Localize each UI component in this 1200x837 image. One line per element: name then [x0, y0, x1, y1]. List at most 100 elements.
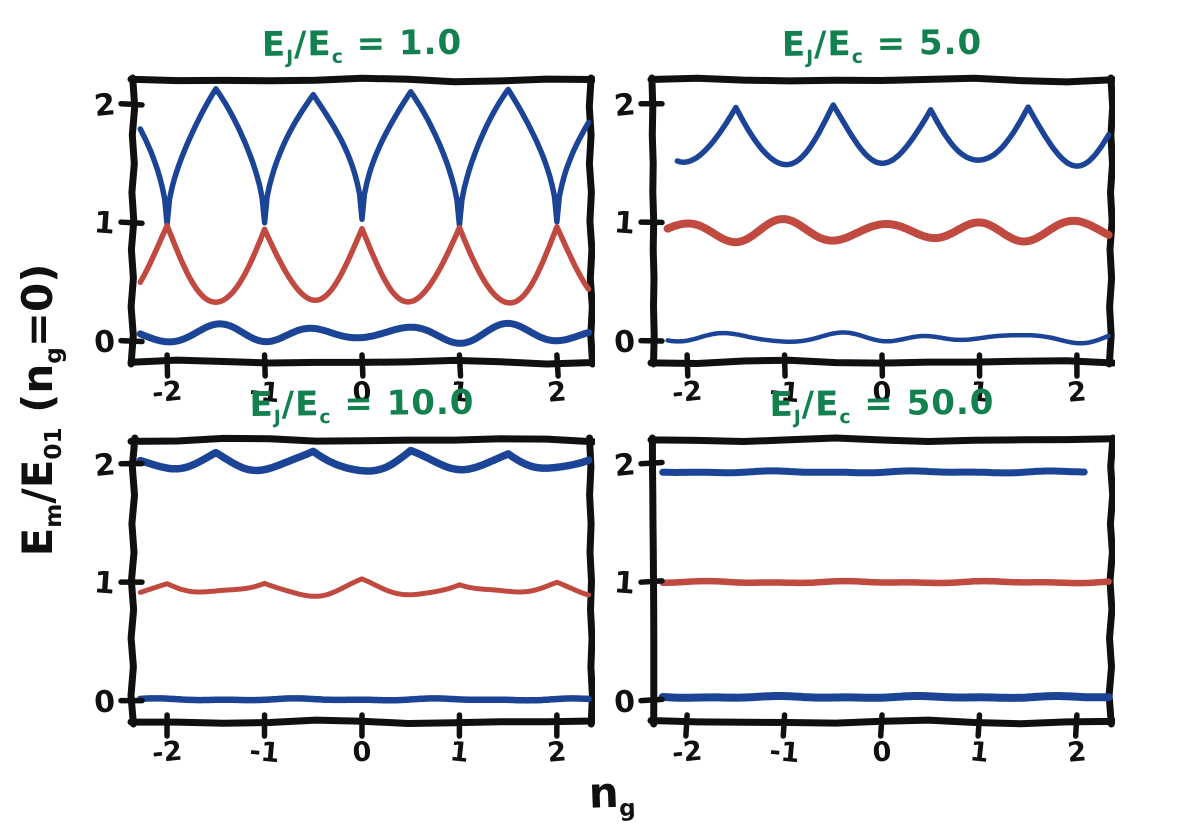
x-tick-label: -2 — [671, 736, 704, 770]
x-tick-label: 2 — [546, 376, 567, 409]
x-tick-label: 0 — [872, 376, 893, 408]
x-tick-label: 0 — [352, 376, 373, 408]
x-tick-label: -1 — [248, 736, 281, 769]
title-sub-j: J — [806, 47, 815, 69]
axes-frame — [127, 434, 595, 728]
E1-band-curve — [663, 215, 1113, 247]
y-axis-label-text: =0) — [12, 263, 62, 348]
x-tick — [261, 352, 268, 379]
x-tick — [780, 712, 788, 739]
y-axis-label-text: E — [12, 527, 62, 557]
y-axis-label-text: (n — [12, 363, 62, 428]
axes-frame — [647, 74, 1115, 368]
x-tick — [456, 352, 464, 379]
x-axis-label-text: n — [587, 767, 620, 818]
y-axis-label-sub-g: g — [41, 347, 68, 364]
subplot-title-ej-ec-10: EJ/Ec = 10.0 — [95, 375, 596, 432]
y-tick-label: 1 — [615, 205, 636, 241]
x-tick-label: -2 — [671, 376, 704, 410]
E0-band-curve — [658, 692, 1113, 702]
y-tick-label: 2 — [615, 447, 637, 484]
x-tick — [684, 352, 691, 379]
title-sub-j: J — [793, 407, 802, 429]
x-tick-label: 1 — [448, 376, 470, 409]
y-tick — [118, 219, 145, 227]
title-text: E — [249, 384, 274, 425]
E2-band-curve — [137, 86, 592, 228]
E2-band-curve — [136, 446, 593, 475]
axes-frame — [127, 74, 595, 368]
title-text: = 10.0 — [331, 382, 475, 425]
y-tick-label: 1 — [95, 565, 116, 601]
E1-band-curve — [137, 576, 592, 599]
y-tick — [638, 459, 665, 467]
title-text: = 5.0 — [863, 22, 983, 65]
y-tick-label: 2 — [95, 87, 117, 124]
E2-band-curve — [674, 102, 1112, 169]
subplot-ej-ec-1: EJ/Ec = 1.0 -2 -1 0 1 2 0 1 2 — [95, 18, 595, 415]
subplot-row-top: EJ/Ec = 1.0 -2 -1 0 1 2 0 1 2 EJ/Ec = 5.0 -2 -1 0… — [95, 18, 1115, 415]
E0-band-curve — [137, 695, 592, 704]
title-text: /E — [801, 384, 840, 425]
y-tick-label: 1 — [615, 565, 636, 601]
y-tick-label: 2 — [95, 447, 117, 484]
x-tick-label: 0 — [872, 736, 893, 768]
x-tick-label: -1 — [768, 376, 801, 409]
x-tick-label: 1 — [968, 376, 990, 409]
x-tick-label: -2 — [151, 376, 184, 410]
E1-band-curve — [659, 577, 1112, 587]
y-tick-label: 0 — [95, 684, 117, 721]
E1-band-curve — [137, 222, 592, 306]
x-axis-label: ng — [588, 767, 636, 823]
subplot-title-ej-ec-1: EJ/Ec = 1.0 — [95, 15, 596, 72]
y-tick-label: 0 — [95, 324, 117, 361]
x-tick — [781, 352, 788, 379]
y-tick — [638, 696, 665, 704]
y-tick — [118, 100, 145, 108]
subplot-ej-ec-10: EJ/Ec = 10.0 -2 -1 0 1 2 0 1 2 — [95, 378, 595, 775]
x-tick-label: 2 — [546, 736, 567, 769]
subplot-title-ej-ec-50: EJ/Ec = 50.0 — [615, 375, 1116, 432]
E0-band-curve — [136, 319, 593, 347]
subplot-title-ej-ec-5: EJ/Ec = 5.0 — [615, 15, 1116, 72]
E2-band-curve — [659, 467, 1088, 477]
energy-band-plot-ej-ec-5: -2 -1 0 1 2 0 1 2 — [615, 74, 1115, 410]
title-sub-c: c — [331, 46, 344, 68]
title-text: = 50.0 — [851, 382, 995, 425]
x-tick-label: 2 — [1066, 376, 1087, 409]
x-axis-label-sub-g: g — [618, 795, 637, 823]
x-tick — [554, 352, 561, 379]
y-axis-label-sub-m: m — [41, 503, 68, 528]
x-tick-label: 2 — [1066, 736, 1087, 769]
title-text: E — [769, 384, 794, 425]
energy-band-plot-ej-ec-10: -2 -1 0 1 2 0 1 2 — [95, 434, 595, 770]
E0-band-curve — [665, 330, 1111, 346]
x-tick-label: -2 — [151, 736, 184, 770]
x-tick — [683, 712, 690, 739]
y-tick-label: 0 — [615, 324, 637, 361]
x-tick-label: -1 — [768, 736, 801, 769]
subplot-row-bottom: EJ/Ec = 10.0 -2 -1 0 1 2 0 1 2 EJ/Ec = 50.0 -2-… — [95, 378, 1115, 775]
energy-band-plot-ej-ec-1: -2 -1 0 1 2 0 1 2 — [95, 74, 595, 410]
y-axis-label: Em/E01 (ng=0) — [13, 264, 67, 557]
title-sub-j: J — [286, 47, 295, 69]
y-tick-label: 0 — [615, 684, 637, 721]
x-tick-label: 0 — [352, 736, 373, 768]
x-tick — [1072, 712, 1080, 739]
subplot-ej-ec-5: EJ/Ec = 5.0 -2 -1 0 1 2 0 1 2 — [615, 18, 1115, 415]
subplot-ej-ec-50: EJ/Ec = 50.0 -2 -1 0 1 2 0 1 2 — [615, 378, 1115, 775]
title-text: E — [261, 24, 287, 65]
x-tick — [359, 352, 366, 379]
title-sub-c: c — [839, 406, 852, 429]
y-tick — [118, 337, 145, 345]
energy-band-plot-ej-ec-50: -2 -1 0 1 2 0 1 2 — [615, 434, 1115, 770]
x-tick — [975, 712, 983, 739]
title-text: /E — [293, 24, 332, 65]
title-text: /E — [281, 384, 320, 425]
y-axis-label-text: /E — [12, 459, 62, 504]
y-tick-label: 1 — [95, 205, 116, 241]
title-text: = 1.0 — [343, 22, 463, 65]
y-tick — [638, 578, 665, 585]
y-tick-label: 2 — [615, 87, 637, 124]
